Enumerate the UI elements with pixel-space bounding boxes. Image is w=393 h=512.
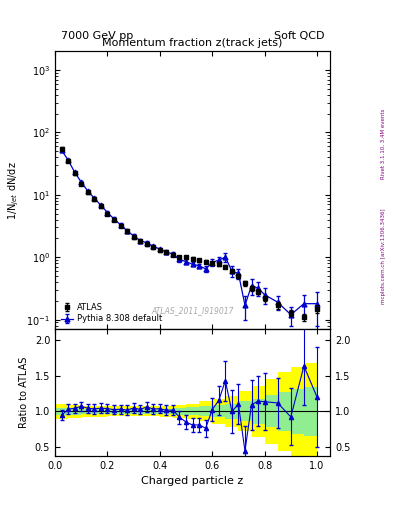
X-axis label: Charged particle z: Charged particle z — [141, 476, 244, 486]
Legend: ATLAS, Pythia 8.308 default: ATLAS, Pythia 8.308 default — [59, 301, 163, 325]
Y-axis label: 1/N$_{jet}$ dN/dz: 1/N$_{jet}$ dN/dz — [6, 161, 21, 220]
Text: mcplots.cern.ch [arXiv:1306.3436]: mcplots.cern.ch [arXiv:1306.3436] — [381, 208, 386, 304]
Text: Soft QCD: Soft QCD — [274, 31, 325, 41]
Text: 7000 GeV pp: 7000 GeV pp — [61, 31, 133, 41]
Text: Rivet 3.1.10, 3.4M events: Rivet 3.1.10, 3.4M events — [381, 108, 386, 179]
Y-axis label: Ratio to ATLAS: Ratio to ATLAS — [19, 357, 29, 428]
Title: Momentum fraction z(track jets): Momentum fraction z(track jets) — [103, 38, 283, 48]
Text: ATLAS_2011_I919017: ATLAS_2011_I919017 — [151, 306, 234, 315]
